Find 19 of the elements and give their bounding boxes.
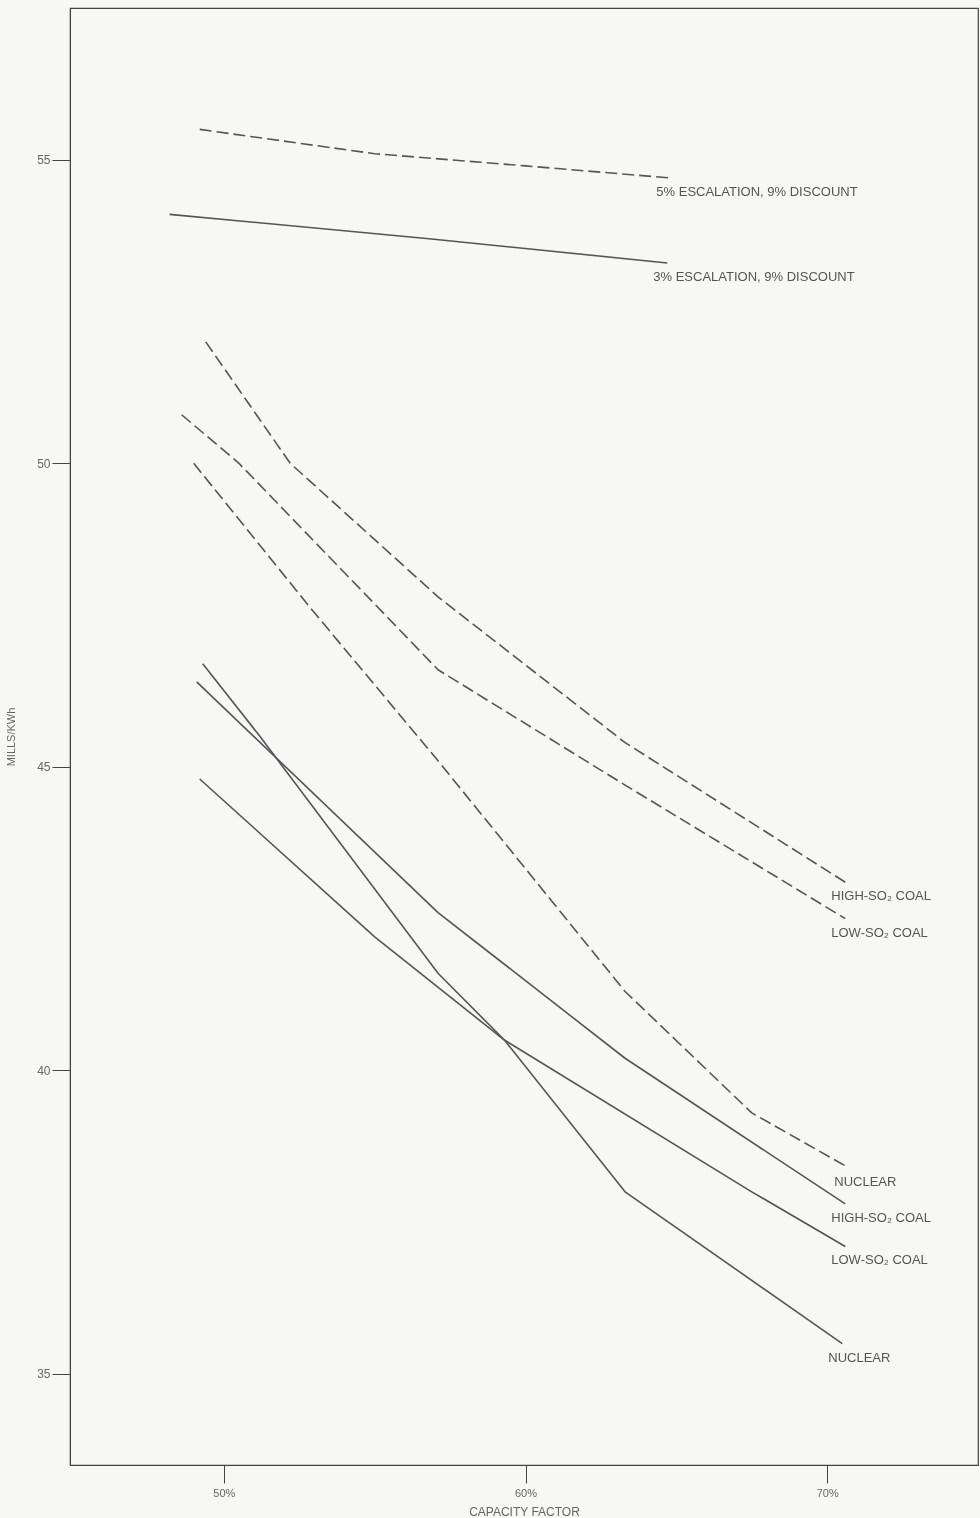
series-label: LOW-SO₂ COAL [831, 1252, 928, 1268]
series-label: LOW-SO₂ COAL [831, 924, 928, 940]
series-label: 5% ESCALATION, 9% DISCOUNT [656, 183, 858, 199]
series-label: 3% ESCALATION, 9% DISCOUNT [653, 268, 855, 284]
y-tick-label: 35 [37, 1367, 51, 1382]
y-tick-label: 40 [37, 1063, 51, 1078]
series-label: NUCLEAR [828, 1349, 891, 1365]
y-tick-label: 50 [37, 456, 51, 471]
series-label: NUCLEAR [834, 1173, 897, 1189]
series-label: HIGH-SO₂ COAL [831, 888, 931, 904]
line-series [204, 341, 847, 883]
x-tick-label: 70% [816, 1486, 839, 1499]
y-tick-label: 55 [37, 153, 51, 168]
y-tick-label: 45 [37, 760, 51, 775]
series-label: HIGH-SO₂ COAL [831, 1209, 931, 1225]
x-tick-label: 50% [213, 1486, 236, 1499]
x-axis-title: CAPACITY FACTOR [469, 1504, 581, 1518]
x-tick-label: 60% [514, 1486, 538, 1499]
y-axis-title: MILLS/KWh [5, 707, 18, 767]
